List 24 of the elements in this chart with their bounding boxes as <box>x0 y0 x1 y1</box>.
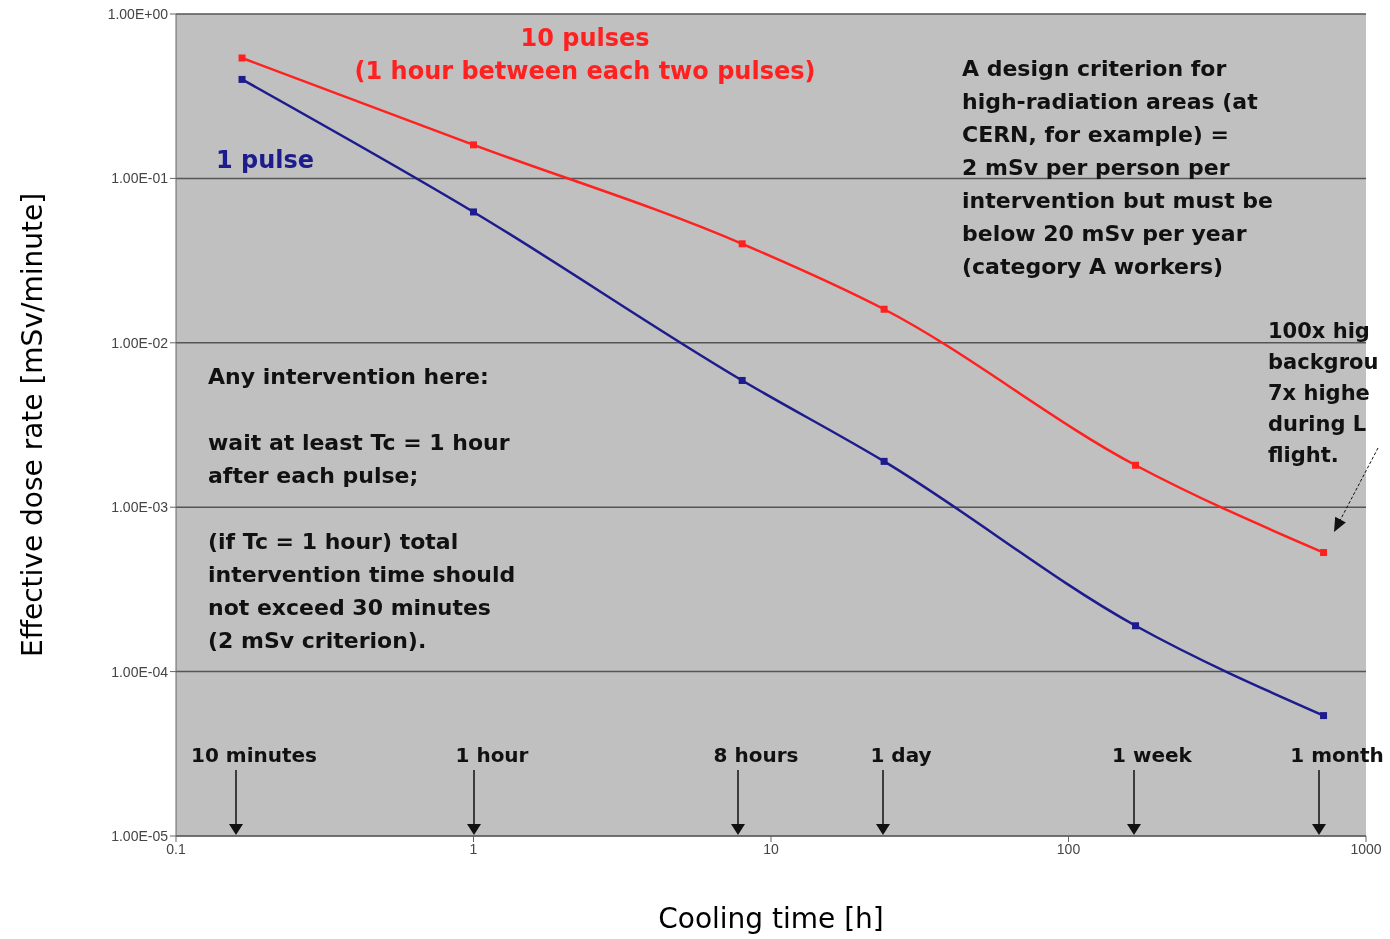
x-axis-title: Cooling time [h] <box>658 902 884 935</box>
x-tick-label: 10 <box>763 840 779 857</box>
annotation: 8 hours <box>713 743 799 767</box>
y-tick-label: 1.00E-05 <box>111 827 169 844</box>
annotation: 1 day <box>870 743 932 767</box>
series-label: 1 pulse <box>216 146 315 174</box>
y-tick-label: 1.00E-04 <box>111 663 169 680</box>
x-tick-label: 1 <box>469 840 478 857</box>
y-tick-label: 1.00E-02 <box>111 334 169 351</box>
series-label: 10 pulses (1 hour between each two pulses) <box>354 24 816 85</box>
x-tick-label: 0.1 <box>166 840 186 857</box>
x-tick-label: 1000 <box>1350 840 1382 857</box>
y-axis-title: Effective dose rate [mSv/minute] <box>16 192 49 658</box>
annotation: 100x hig backgrou 7x highe during L flight. <box>1268 319 1379 467</box>
y-tick-label: 1.00E+00 <box>107 5 169 22</box>
annotation: 1 month <box>1290 743 1384 767</box>
y-tick-label: 1.00E-03 <box>111 499 169 516</box>
y-tick-label: 1.00E-01 <box>111 170 169 187</box>
annotation: A design criterion for high-radiation areas (at CERN, for example) = 2 mSv per person per intervention but must be below 20 mSv per year (category A workers) <box>962 56 1274 279</box>
text: Any intervention here: wait at least Tc = 1 hour after each pulse; (if Tc = 1 hour) total intervention time should not exceed 30 minutes (2 mSv criterion). <box>208 364 516 653</box>
annotation: 1 hour <box>455 743 529 767</box>
annotation: 10 minutes <box>191 743 317 767</box>
annotation: 1 week <box>1112 743 1193 767</box>
x-tick-label: 100 <box>1056 840 1081 857</box>
